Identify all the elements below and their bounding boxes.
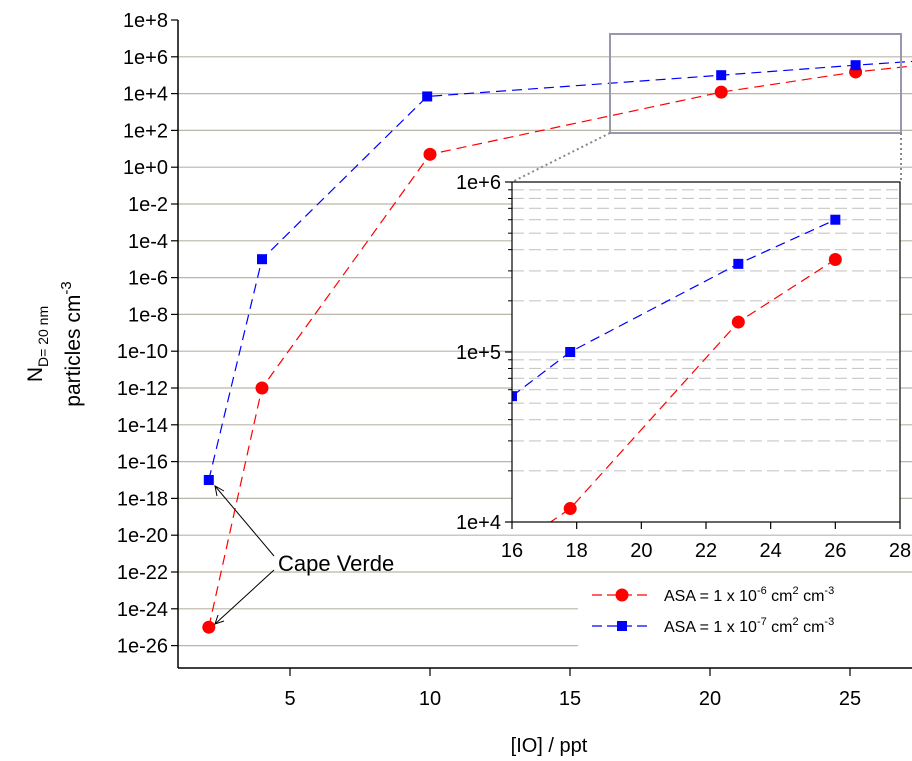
inset-x-tick-label: 26 [824,540,846,562]
legend-marker-square [617,621,627,631]
data-point-square [733,258,744,269]
x-tick-label: 20 [699,688,721,710]
y-tick-label: 1e-14 [117,415,168,437]
y-tick-label: 1e-2 [128,194,168,216]
data-point-circle [202,620,216,634]
y-tick-label: 1e-24 [117,599,168,621]
svg-text:particles cm-3: particles cm-3 [58,281,85,406]
inset-y-tick-label: 1e+5 [456,342,501,364]
inset-gridlines [512,189,900,472]
legend-label-1: ASA = 1 x 10-6 cm2 cm-3 [664,585,834,605]
y-tick-label: 1e+6 [123,47,168,69]
y-tick-label: 1e+2 [123,120,168,142]
data-point-circle [423,147,437,161]
x-tick-label: 15 [559,688,581,710]
data-point-square [565,347,576,357]
cape-verde-annotation: Cape Verde [214,485,394,625]
x-tick-label: 5 [284,688,295,710]
data-point-square [257,254,267,265]
data-point-circle [731,315,745,329]
inset-series [512,214,842,522]
main-axis-ticks: 1e+8 1e+6 1e+4 1e+2 1e+0 1e-2 1e-4 1e-6 1e-8 1e-1… [117,10,861,710]
x-tick-label: 10 [419,688,441,710]
series-line-2 [512,219,836,397]
data-point-circle [563,502,577,516]
y-tick-label: 1e-16 [117,452,168,474]
inset-x-tick-label: 18 [566,540,588,562]
y-tick-label: 1e-10 [117,341,168,363]
inset-x-tick-label: 22 [695,540,717,562]
zoom-box [609,33,902,134]
y-tick-label: 1e-20 [117,525,168,547]
annotation-arrow-upper [214,485,275,557]
y-tick-label: 1e+4 [123,84,168,106]
y-tick-label: 1e-18 [117,488,168,510]
y-tick-label: 1e+8 [123,10,168,32]
data-point-circle [714,85,728,99]
x-axis-label: [IO] / ppt [511,735,588,757]
zoom-connector-left [511,132,611,183]
y-tick-label: 1e-4 [128,231,168,253]
data-point-square [716,70,727,81]
svg-text:ND= 20 nm: ND= 20 nm [24,306,51,382]
data-point-circle [828,253,842,267]
data-point-circle [255,381,269,395]
inset-x-tick-label: 16 [501,540,523,562]
inset-axis-ticks: 1e+6 1e+5 1e+416 18 20 22 24 26 28 [456,172,911,562]
inset-x-tick-label: 20 [630,540,652,562]
inset-y-tick-label: 1e+4 [456,512,501,534]
data-point-square [422,91,433,102]
legend-box [578,574,912,660]
annotation-cape-verde: Cape Verde [278,551,394,576]
y-tick-label: 1e+0 [123,157,168,179]
main-series [202,60,912,634]
y-tick-label: 1e-12 [117,378,168,400]
annotation-arrow-lower [214,569,275,625]
legend-label-2: ASA = 1 x 10-7 cm2 cm-3 [664,616,834,636]
series-line-1 [208,65,912,628]
inset-x-tick-label: 24 [760,540,782,562]
data-point-square [830,214,841,225]
legend-marker-circle [615,588,629,602]
y-tick-label: 1e-8 [128,304,168,326]
legend: ASA = 1 x 10-6 cm2 cm-3 ASA = 1 x 10-7 c… [578,574,912,660]
x-tick-label: 25 [839,688,861,710]
y-tick-label: 1e-6 [128,268,168,290]
inset-x-tick-label: 28 [889,540,911,562]
data-point-square [850,60,861,71]
y-tick-label: 1e-26 [117,636,168,658]
data-point-square [203,475,214,485]
y-tick-label: 1e-22 [117,562,168,584]
series-line-2 [208,60,912,481]
data-point-square [512,391,517,402]
inset-y-tick-label: 1e+6 [456,172,501,194]
y-axis-label: ND= 20 nm particles cm-3 [24,281,85,406]
series-line-1 [549,259,836,522]
